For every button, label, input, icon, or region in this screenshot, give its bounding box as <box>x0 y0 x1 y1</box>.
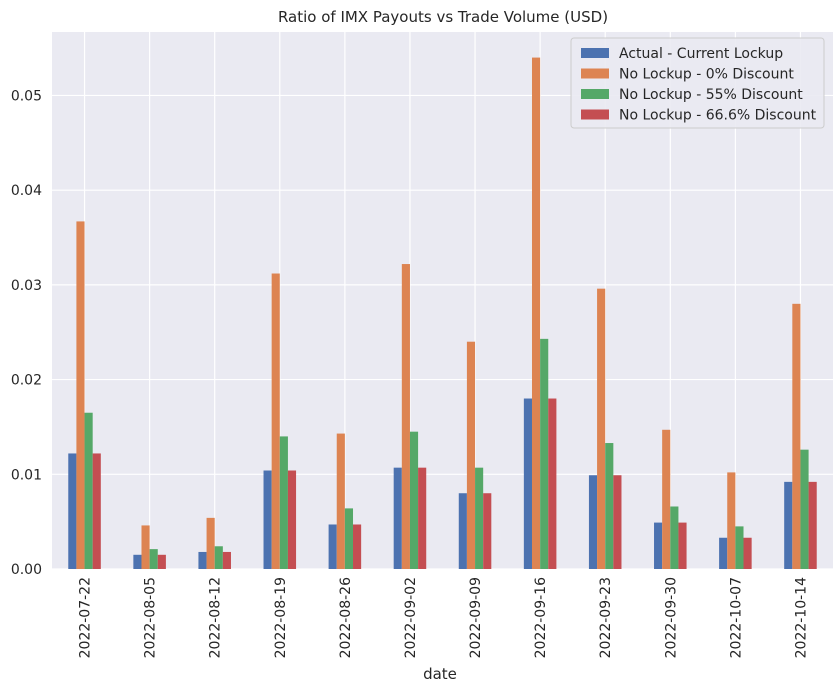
bar-1-2022-07-22 <box>68 453 77 569</box>
y-tick-label: 0.03 <box>11 278 42 294</box>
bar-3-2022-08-05 <box>149 549 158 569</box>
legend-label: No Lockup - 0% Discount <box>619 67 794 83</box>
legend-swatch <box>581 89 609 99</box>
legend-swatch <box>581 68 609 79</box>
x-tick-label: 2022-09-09 <box>468 577 484 658</box>
bar-4-2022-09-23 <box>613 475 622 569</box>
bar-2-2022-09-02 <box>401 264 410 569</box>
bar-1-2022-10-14 <box>784 481 793 569</box>
bar-1-2022-09-09 <box>458 493 467 569</box>
x-tick-label: 2022-08-05 <box>143 577 159 658</box>
bar-3-2022-08-26 <box>344 508 354 569</box>
bar-2-2022-10-07 <box>727 472 736 569</box>
x-axis-label: date <box>423 665 457 683</box>
bar-4-2022-08-05 <box>157 554 166 569</box>
bar-2-2022-08-26 <box>336 433 345 569</box>
bar-4-2022-08-19 <box>287 470 297 569</box>
bar-2-2022-09-09 <box>466 341 476 569</box>
bar-1-2022-08-19 <box>263 470 272 569</box>
bar-4-2022-08-26 <box>353 524 362 569</box>
bar-3-2022-09-30 <box>670 506 679 569</box>
bar-2-2022-08-12 <box>206 517 215 569</box>
bar-4-2022-08-12 <box>222 551 231 569</box>
bar-2-2022-09-30 <box>662 429 671 569</box>
bar-1-2022-08-12 <box>198 551 207 569</box>
bar-4-2022-07-22 <box>92 453 101 569</box>
y-tick-label: 0.04 <box>11 183 42 199</box>
bar-3-2022-10-14 <box>800 449 809 569</box>
bar-1-2022-09-16 <box>523 398 532 569</box>
bar-4-2022-09-09 <box>483 493 492 569</box>
chart-title: Ratio of IMX Payouts vs Trade Volume (US… <box>278 8 608 26</box>
bar-3-2022-08-19 <box>279 436 288 569</box>
bar-2-2022-08-19 <box>271 273 280 569</box>
bar-2-2022-07-22 <box>76 221 85 570</box>
bar-1-2022-09-23 <box>588 475 598 569</box>
legend-label: No Lockup - 66.6% Discount <box>619 108 817 124</box>
bar-3-2022-10-07 <box>735 526 744 569</box>
x-tick-label: 2022-08-26 <box>338 577 354 658</box>
x-tick-label: 2022-08-19 <box>273 577 289 658</box>
legend-swatch <box>581 109 609 120</box>
bar-2-2022-09-16 <box>531 57 541 569</box>
bar-4-2022-10-07 <box>743 537 752 569</box>
bar-3-2022-08-12 <box>214 546 223 569</box>
bar-4-2022-10-14 <box>808 481 817 569</box>
bar-3-2022-07-22 <box>84 412 93 569</box>
bar-3-2022-09-23 <box>605 443 614 569</box>
bar-2-2022-09-23 <box>597 288 606 569</box>
x-axis-ticks: 2022-07-22 2022-08-05 2022-08-12 2022-08-19… <box>78 577 810 658</box>
legend: Actual - Current Lockup No Lockup - 0% Di… <box>570 37 825 129</box>
bar-4-2022-09-30 <box>678 522 687 569</box>
bar-1-2022-10-07 <box>719 537 728 569</box>
x-tick-label: 2022-10-07 <box>728 577 744 658</box>
bar-2-2022-08-05 <box>141 525 150 569</box>
x-tick-label: 2022-09-02 <box>403 577 419 658</box>
bar-3-2022-09-09 <box>475 467 484 569</box>
bar-1-2022-08-26 <box>328 524 337 569</box>
bar-4-2022-09-16 <box>548 398 557 569</box>
bar-1-2022-08-05 <box>133 554 142 569</box>
legend-swatch <box>581 48 609 58</box>
legend-label: No Lockup - 55% Discount <box>619 87 803 103</box>
bar-3-2022-09-16 <box>540 338 549 569</box>
x-tick-label: 2022-08-12 <box>208 577 224 658</box>
x-tick-label: 2022-07-22 <box>78 577 94 658</box>
bar-1-2022-09-30 <box>654 522 663 569</box>
bars <box>68 57 817 570</box>
y-axis-ticks: 0.00 0.01 0.02 0.03 0.04 0.05 <box>11 88 42 578</box>
y-tick-label: 0.00 <box>11 562 42 578</box>
y-tick-label: 0.01 <box>11 467 42 483</box>
y-tick-label: 0.02 <box>11 373 42 389</box>
legend-box <box>570 37 825 129</box>
x-tick-label: 2022-09-30 <box>663 577 679 658</box>
bar-1-2022-09-02 <box>393 467 402 569</box>
legend-label: Actual - Current Lockup <box>619 46 783 62</box>
x-tick-label: 2022-09-23 <box>598 577 614 658</box>
y-tick-label: 0.05 <box>11 88 42 104</box>
bar-4-2022-09-02 <box>418 467 427 569</box>
bar-2-2022-10-14 <box>792 303 801 569</box>
x-tick-label: 2022-09-16 <box>533 577 549 658</box>
bar-3-2022-09-02 <box>409 431 419 569</box>
x-tick-label: 2022-10-14 <box>793 577 809 658</box>
